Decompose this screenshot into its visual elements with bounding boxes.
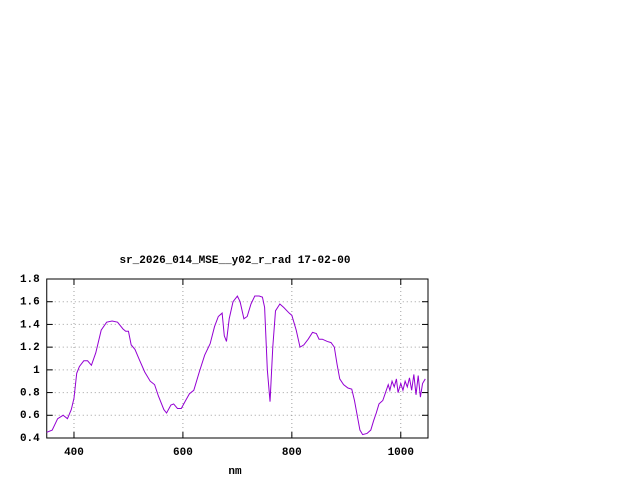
y-tick-label: 0.6 bbox=[20, 410, 40, 422]
chart-title: sr_2026_014_MSE__y02_r_rad 17-02-00 bbox=[119, 255, 350, 267]
y-tick-label: 1.2 bbox=[20, 342, 40, 354]
y-tick-label: 1.8 bbox=[20, 274, 40, 286]
y-tick-label: 1.6 bbox=[20, 297, 40, 309]
x-tick-label: 800 bbox=[282, 447, 302, 459]
plot-frame bbox=[46, 278, 429, 439]
y-tick-label: 1.4 bbox=[20, 319, 40, 331]
y-tick-label: 0.8 bbox=[20, 387, 40, 399]
x-tick-label: 600 bbox=[173, 447, 193, 459]
data-line bbox=[46, 295, 426, 436]
y-tick-label: 1 bbox=[33, 365, 40, 377]
x-tick-label: 400 bbox=[64, 447, 84, 459]
x-axis-label: nm bbox=[228, 466, 242, 478]
y-tick-label: 0.4 bbox=[20, 433, 40, 445]
x-tick-label: 1000 bbox=[388, 447, 414, 459]
